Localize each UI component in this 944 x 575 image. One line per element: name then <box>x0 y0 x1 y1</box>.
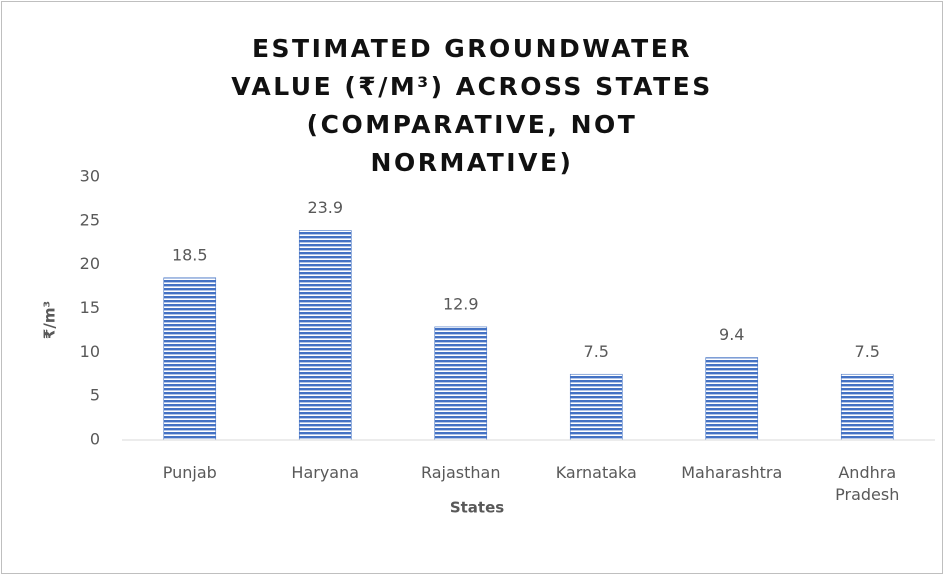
bar <box>705 357 759 441</box>
y-tick-label: 5 <box>90 386 100 405</box>
bar <box>163 277 217 441</box>
bar <box>840 373 894 441</box>
data-label: 9.4 <box>719 325 744 344</box>
data-label: 7.5 <box>584 342 609 361</box>
x-tick-label: Maharashtra <box>681 463 783 482</box>
x-axis-title: States <box>450 499 504 517</box>
data-label: 7.5 <box>855 342 880 361</box>
bar <box>434 326 488 441</box>
x-tick-label: Rajasthan <box>420 463 501 482</box>
y-tick-label: 10 <box>80 342 100 361</box>
x-tick-label: Haryana <box>291 463 360 482</box>
y-tick-label: 15 <box>80 298 100 317</box>
bar <box>298 230 352 441</box>
x-tick-label: Andhra Pradesh <box>835 463 900 504</box>
data-label: 18.5 <box>172 245 208 264</box>
y-tick-label: 20 <box>80 254 100 273</box>
x-tick-label: Punjab <box>162 463 217 482</box>
bar <box>569 373 623 441</box>
data-label: 12.9 <box>443 294 479 313</box>
chart-title: ESTIMATED GROUNDWATER VALUE (₹/M³) ACROS… <box>231 34 713 177</box>
x-tick-label: Karnataka <box>555 463 637 482</box>
y-tick-label: 30 <box>80 167 100 186</box>
y-axis-title: ₹/m³ <box>41 301 59 339</box>
y-tick-label: 0 <box>90 430 100 449</box>
data-label: 23.9 <box>307 198 343 217</box>
y-tick-label: 25 <box>80 210 100 229</box>
